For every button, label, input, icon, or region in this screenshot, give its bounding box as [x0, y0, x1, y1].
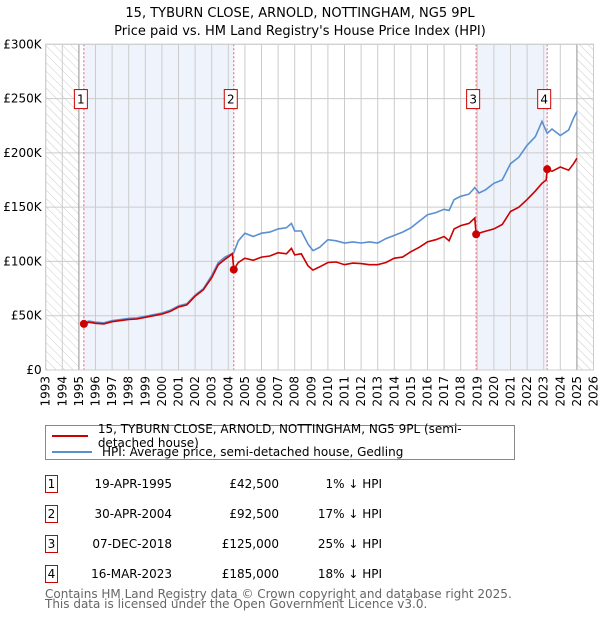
x-tick-label: 2014 [387, 376, 401, 407]
x-tick-label: 2003 [205, 376, 219, 407]
y-tick-label: £300K [3, 37, 43, 51]
x-tick-label: 1994 [55, 376, 69, 407]
transaction-number: 2 [45, 505, 58, 523]
x-tick-label: 2007 [271, 376, 285, 407]
x-tick-label: 2001 [172, 376, 186, 407]
x-tick-label: 1997 [105, 376, 119, 407]
y-tick-label: £0 [26, 363, 41, 377]
property-price-line [83, 157, 578, 325]
y-tick-label: £150K [3, 200, 43, 214]
x-tick-label: 2012 [354, 376, 368, 407]
transaction-date: 07-DEC-2018 [92, 537, 172, 551]
x-tick-label: 2013 [371, 376, 385, 407]
transaction-date: 30-APR-2004 [94, 507, 172, 521]
legend-swatch-property [52, 435, 88, 437]
sale-point [543, 165, 552, 174]
transaction-hpi-diff: 18% ↓ HPI [317, 567, 382, 581]
x-tick-label: 2018 [454, 376, 468, 407]
chart-title-line1: 15, TYBURN CLOSE, ARNOLD, NOTTINGHAM, NG… [125, 6, 475, 21]
x-tick-label: 1993 [39, 376, 53, 407]
sale-label-box [466, 89, 481, 110]
x-tick-label: 2015 [404, 376, 418, 407]
transaction-row: 1 19-APR-1995 £42,500 1% ↓ HPI [45, 475, 445, 495]
x-tick-label: 2022 [520, 376, 534, 407]
x-tick-label: 1996 [89, 376, 103, 407]
transaction-hpi-diff: 17% ↓ HPI [317, 507, 382, 521]
sale-label-number: 2 [227, 93, 235, 107]
transaction-price: £185,000 [221, 567, 279, 581]
x-tick-label: 2010 [321, 376, 335, 407]
chart-title-line2: Price paid vs. HM Land Registry's House … [114, 24, 486, 39]
legend-item-hpi: HPI: Average price, semi-detached house,… [52, 444, 403, 460]
transaction-price: £42,500 [229, 477, 279, 491]
x-tick-label: 1998 [122, 376, 136, 407]
x-tick-label: 2004 [221, 376, 235, 407]
x-tick-label: 2002 [188, 376, 202, 407]
sale-point [229, 265, 238, 274]
x-tick-label: 2008 [288, 376, 302, 407]
transaction-date: 19-APR-1995 [94, 477, 172, 491]
x-tick-label: 1999 [138, 376, 152, 407]
x-tick-label: 2006 [255, 376, 269, 407]
sale-label-box [73, 89, 88, 110]
chart-legend: 15, TYBURN CLOSE, ARNOLD, NOTTINGHAM, NG… [45, 422, 515, 460]
sale-label-box [537, 89, 552, 110]
x-tick-label: 2025 [570, 376, 584, 407]
y-tick-label: £200K [3, 146, 43, 160]
x-tick-label: 2000 [155, 376, 169, 407]
footer-line2: This data is licensed under the Open Gov… [45, 597, 428, 611]
transaction-number: 4 [45, 565, 58, 583]
x-tick-label: 2009 [304, 376, 318, 407]
legend-label-hpi: HPI: Average price, semi-detached house,… [102, 445, 404, 459]
transaction-row: 4 16-MAR-2023 £185,000 18% ↓ HPI [45, 565, 445, 585]
plot-frame [45, 43, 594, 371]
y-tick-label: £100K [3, 254, 43, 268]
transaction-row: 3 07-DEC-2018 £125,000 25% ↓ HPI [45, 535, 445, 555]
sale-label-number: 3 [469, 93, 477, 107]
x-tick-label: 2019 [470, 376, 484, 407]
hpi-line [83, 111, 578, 324]
sale-label-box [223, 89, 238, 110]
x-tick-label: 2011 [338, 376, 352, 407]
transaction-hpi-diff: 25% ↓ HPI [317, 537, 382, 551]
legend-swatch-hpi [52, 451, 92, 453]
x-tick-label: 2021 [504, 376, 518, 407]
sale-point [472, 230, 481, 239]
x-tick-label: 2020 [487, 376, 501, 407]
price-chart: 15, TYBURN CLOSE, ARNOLD, NOTTINGHAM, NG… [3, 6, 600, 407]
x-tick-label: 2016 [421, 376, 435, 407]
footer-line1: Contains HM Land Registry data © Crown c… [45, 587, 512, 601]
x-tick-label: 2017 [437, 376, 451, 407]
y-tick-label: £250K [3, 92, 43, 106]
transaction-date: 16-MAR-2023 [91, 567, 172, 581]
sale-point [79, 319, 88, 328]
transaction-price: £125,000 [221, 537, 279, 551]
y-tick-label: £50K [11, 309, 43, 323]
x-tick-label: 2026 [587, 376, 600, 407]
legend-label-property: 15, TYBURN CLOSE, ARNOLD, NOTTINGHAM, NG… [97, 422, 462, 450]
transaction-row: 2 30-APR-2004 £92,500 17% ↓ HPI [45, 505, 445, 525]
x-tick-label: 1995 [72, 376, 86, 407]
transaction-number: 3 [45, 535, 58, 553]
sale-label-number: 1 [77, 93, 85, 107]
footer: Contains HM Land Registry data © Crown c… [45, 587, 512, 611]
x-tick-label: 2024 [553, 376, 567, 407]
transaction-hpi-diff: 1% ↓ HPI [325, 477, 382, 491]
legend-item-property: 15, TYBURN CLOSE, ARNOLD, NOTTINGHAM, NG… [52, 422, 514, 450]
sale-label-number: 4 [540, 93, 548, 107]
x-tick-label: 2005 [238, 376, 252, 407]
transaction-price: £92,500 [229, 507, 279, 521]
transaction-number: 1 [45, 475, 58, 493]
x-tick-label: 2023 [537, 376, 551, 407]
